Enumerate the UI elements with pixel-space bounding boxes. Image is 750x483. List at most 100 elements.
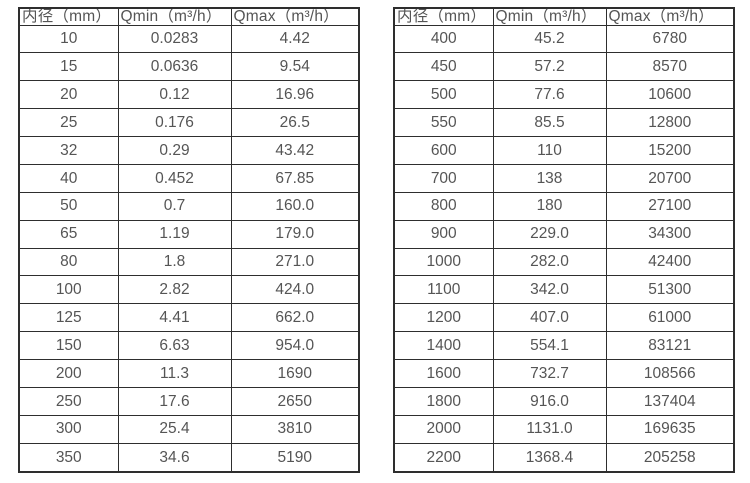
qmax-cell: 271.0 bbox=[230, 247, 360, 277]
qmin-cell: 229.0 bbox=[492, 219, 607, 249]
diameter-cell: 600 bbox=[393, 136, 494, 165]
qmax-cell: 26.5 bbox=[230, 108, 360, 137]
qmin-cell: 342.0 bbox=[492, 275, 607, 305]
qmin-cell: 732.7 bbox=[492, 359, 607, 388]
table-row: 1800 916.0 137404 bbox=[393, 386, 735, 416]
diameter-cell: 10 bbox=[18, 24, 119, 54]
table-row: 100 2.82 424.0 bbox=[18, 275, 360, 305]
qmax-cell: 6780 bbox=[605, 24, 735, 54]
qmax-cell: 2650 bbox=[230, 386, 360, 416]
qmin-cell: 0.452 bbox=[117, 163, 232, 193]
qmax-cell: 5190 bbox=[230, 442, 360, 473]
table-row: 200 11.3 1690 bbox=[18, 359, 360, 388]
qmin-cell: 2.82 bbox=[117, 275, 232, 305]
qmax-cell: 662.0 bbox=[230, 303, 360, 333]
qmax-cell: 67.85 bbox=[230, 163, 360, 193]
qmax-cell: 137404 bbox=[605, 386, 735, 416]
flow-table-large-diameters: 内径（mm） Qmin（m³/h） Qmax（m³/h） 400 45.2 6780… bbox=[393, 7, 735, 473]
table-row: 1400 554.1 83121 bbox=[393, 331, 735, 360]
header-diameter: 内径（mm） bbox=[393, 7, 494, 26]
qmax-cell: 15200 bbox=[605, 136, 735, 165]
qmin-cell: 110 bbox=[492, 136, 607, 165]
qmin-cell: 1.8 bbox=[117, 247, 232, 277]
table-row: 600 110 15200 bbox=[393, 136, 735, 165]
table-row: 125 4.41 662.0 bbox=[18, 303, 360, 333]
qmax-cell: 27100 bbox=[605, 191, 735, 221]
qmin-cell: 1368.4 bbox=[492, 442, 607, 473]
qmin-cell: 77.6 bbox=[492, 80, 607, 110]
table-row: 800 180 27100 bbox=[393, 191, 735, 221]
qmin-cell: 554.1 bbox=[492, 331, 607, 360]
diameter-cell: 300 bbox=[18, 414, 119, 444]
qmin-cell: 282.0 bbox=[492, 247, 607, 277]
qmax-cell: 108566 bbox=[605, 359, 735, 388]
qmin-cell: 17.6 bbox=[117, 386, 232, 416]
qmax-cell: 43.42 bbox=[230, 136, 360, 165]
qmin-cell: 25.4 bbox=[117, 414, 232, 444]
diameter-cell: 32 bbox=[18, 136, 119, 165]
qmin-cell: 407.0 bbox=[492, 303, 607, 333]
qmax-cell: 4.42 bbox=[230, 24, 360, 54]
diameter-cell: 700 bbox=[393, 163, 494, 193]
flow-table-small-diameters: 内径（mm） Qmin（m³/h） Qmax（m³/h） 10 0.0283 4.4… bbox=[18, 7, 360, 473]
table-row: 15 0.0636 9.54 bbox=[18, 52, 360, 82]
table-row: 40 0.452 67.85 bbox=[18, 163, 360, 193]
table-row: 900 229.0 34300 bbox=[393, 219, 735, 249]
diameter-cell: 400 bbox=[393, 24, 494, 54]
table-row: 65 1.19 179.0 bbox=[18, 219, 360, 249]
header-diameter: 内径（mm） bbox=[18, 7, 119, 26]
table-row: 300 25.4 3810 bbox=[18, 414, 360, 444]
header-qmax: Qmax（m³/h） bbox=[605, 7, 735, 26]
diameter-cell: 450 bbox=[393, 52, 494, 82]
qmax-cell: 16.96 bbox=[230, 80, 360, 110]
table-row: 2200 1368.4 205258 bbox=[393, 442, 735, 473]
qmin-cell: 0.176 bbox=[117, 108, 232, 137]
diameter-cell: 40 bbox=[18, 163, 119, 193]
qmax-cell: 42400 bbox=[605, 247, 735, 277]
diameter-cell: 150 bbox=[18, 331, 119, 360]
qmin-cell: 0.12 bbox=[117, 80, 232, 110]
qmin-cell: 1.19 bbox=[117, 219, 232, 249]
qmin-cell: 45.2 bbox=[492, 24, 607, 54]
diameter-cell: 100 bbox=[18, 275, 119, 305]
diameter-cell: 1400 bbox=[393, 331, 494, 360]
diameter-cell: 2000 bbox=[393, 414, 494, 444]
diameter-cell: 65 bbox=[18, 219, 119, 249]
table-row: 500 77.6 10600 bbox=[393, 80, 735, 110]
diameter-cell: 550 bbox=[393, 108, 494, 137]
diameter-cell: 200 bbox=[18, 359, 119, 388]
table-row: 10 0.0283 4.42 bbox=[18, 24, 360, 54]
qmax-cell: 51300 bbox=[605, 275, 735, 305]
diameter-cell: 1000 bbox=[393, 247, 494, 277]
qmax-cell: 3810 bbox=[230, 414, 360, 444]
diameter-cell: 20 bbox=[18, 80, 119, 110]
table-header-row: 内径（mm） Qmin（m³/h） Qmax（m³/h） bbox=[18, 7, 360, 26]
table-row: 32 0.29 43.42 bbox=[18, 136, 360, 165]
qmax-cell: 1690 bbox=[230, 359, 360, 388]
qmax-cell: 954.0 bbox=[230, 331, 360, 360]
qmin-cell: 4.41 bbox=[117, 303, 232, 333]
qmax-cell: 10600 bbox=[605, 80, 735, 110]
table-header-row: 内径（mm） Qmin（m³/h） Qmax（m³/h） bbox=[393, 7, 735, 26]
diameter-cell: 1100 bbox=[393, 275, 494, 305]
table-row: 25 0.176 26.5 bbox=[18, 108, 360, 137]
diameter-cell: 350 bbox=[18, 442, 119, 473]
table-row: 2000 1131.0 169635 bbox=[393, 414, 735, 444]
qmin-cell: 1131.0 bbox=[492, 414, 607, 444]
qmin-cell: 0.29 bbox=[117, 136, 232, 165]
diameter-cell: 80 bbox=[18, 247, 119, 277]
qmax-cell: 9.54 bbox=[230, 52, 360, 82]
diameter-cell: 1600 bbox=[393, 359, 494, 388]
qmin-cell: 57.2 bbox=[492, 52, 607, 82]
qmax-cell: 8570 bbox=[605, 52, 735, 82]
qmin-cell: 0.7 bbox=[117, 191, 232, 221]
diameter-cell: 2200 bbox=[393, 442, 494, 473]
table-row: 50 0.7 160.0 bbox=[18, 191, 360, 221]
qmax-cell: 205258 bbox=[605, 442, 735, 473]
table-row: 400 45.2 6780 bbox=[393, 24, 735, 54]
table-row: 550 85.5 12800 bbox=[393, 108, 735, 137]
table-row: 20 0.12 16.96 bbox=[18, 80, 360, 110]
qmin-cell: 0.0636 bbox=[117, 52, 232, 82]
qmin-cell: 0.0283 bbox=[117, 24, 232, 54]
